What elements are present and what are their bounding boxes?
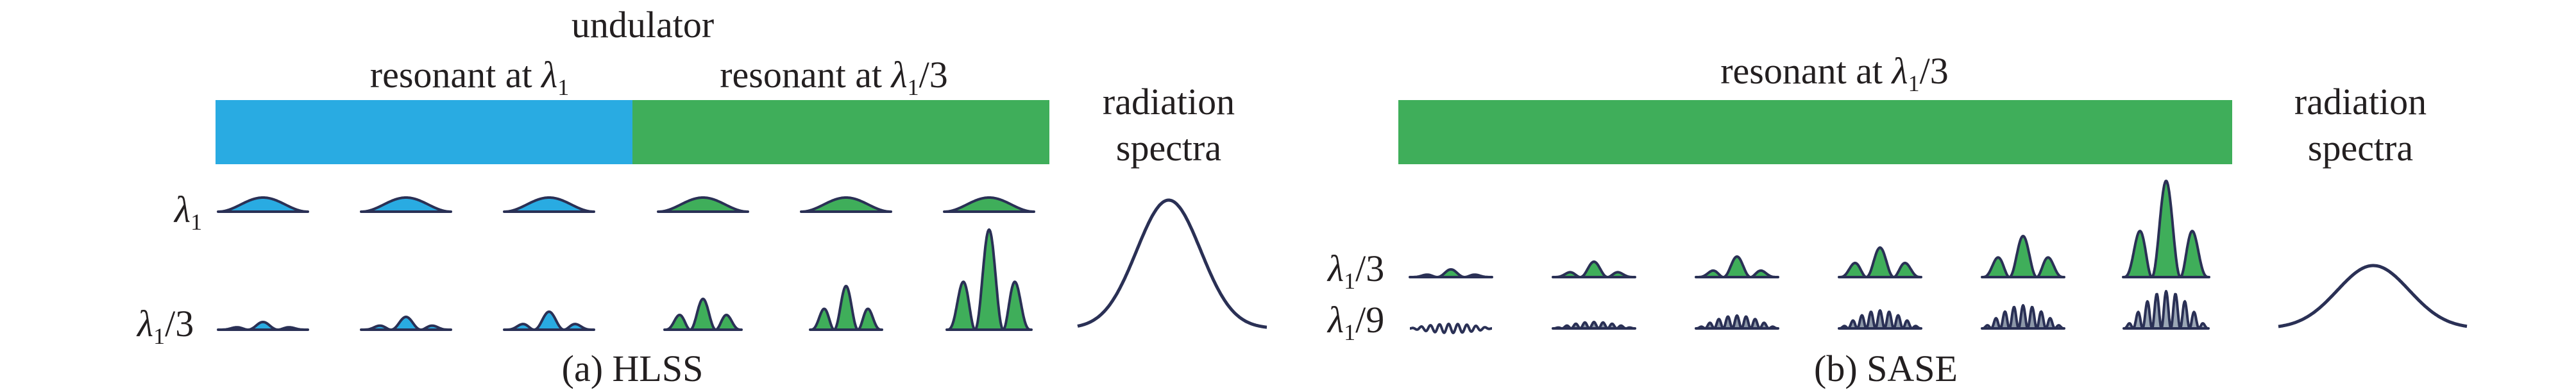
spectra-label-b-line2: spectra xyxy=(2308,127,2413,169)
pulse-b-lambda1-3-5 xyxy=(1981,235,2065,278)
pulse-b-lambda1-9-3 xyxy=(1695,314,1779,330)
pulse-a-lambda1-4 xyxy=(657,196,749,213)
pulse-a-lambda1-3-5 xyxy=(809,285,883,331)
undulator-section-green xyxy=(632,100,1049,164)
row-label-b-lambda1-3: λ1/3 xyxy=(1326,248,1384,294)
undulator-section-b-green xyxy=(1398,100,2232,164)
undulator-section-blue xyxy=(216,100,632,164)
caption-a: (a) HLSS xyxy=(562,348,704,389)
spectrum-a-curve xyxy=(1077,198,1267,329)
row-label-b-lambda1-9: λ1/9 xyxy=(1326,299,1384,345)
pulse-a-lambda1-3-3 xyxy=(503,310,595,331)
pulse-b-lambda1-3-4 xyxy=(1838,246,1922,278)
panel-a-hlss: undulator resonant at λ1 resonant at λ1/… xyxy=(136,4,1267,389)
undulator-label: undulator xyxy=(572,4,714,46)
pulse-b-lambda1-9-2 xyxy=(1552,321,1636,330)
section-2-label: resonant at λ1/3 xyxy=(720,54,948,100)
spectrum-a xyxy=(1077,198,1267,329)
pulse-a-lambda1-3-4 xyxy=(663,298,743,331)
pulse-a-lambda1-2 xyxy=(360,196,452,213)
pulse-b-lambda1-9-6 xyxy=(2123,290,2210,330)
pulse-b-lambda1-9-1 xyxy=(1410,322,1492,335)
pulses-a-third-harmonic xyxy=(217,228,1033,331)
pulse-b-lambda1-3-1 xyxy=(1409,268,1493,278)
pulses-b-ninth-harmonic xyxy=(1410,290,2210,335)
pulse-b-lambda1-9-4 xyxy=(1838,309,1922,330)
spectrum-b-curve xyxy=(2278,264,2468,328)
pulses-a-fundamental xyxy=(217,196,1035,213)
section-1-label: resonant at λ1 xyxy=(370,54,569,100)
pulse-b-lambda1-3-3 xyxy=(1695,255,1779,278)
pulse-a-lambda1-3-1 xyxy=(217,321,309,331)
pulse-a-lambda1-3 xyxy=(503,196,595,213)
pulse-a-lambda1-6 xyxy=(943,196,1035,213)
pulse-b-lambda1-9-5 xyxy=(1981,304,2065,330)
pulse-a-lambda1-3-2 xyxy=(360,316,452,331)
spectrum-b xyxy=(2278,264,2468,328)
row-label-a-lambda1: λ1 xyxy=(173,189,202,235)
panel-b-sase: resonant at λ1/3 radiation spectra λ1/3 … xyxy=(1326,50,2468,389)
row-label-a-lambda1-3: λ1/3 xyxy=(136,303,194,349)
section-b-label: resonant at λ1/3 xyxy=(1720,50,1949,96)
caption-b: (b) SASE xyxy=(1814,348,1958,389)
spectra-label-b-line1: radiation xyxy=(2294,81,2427,123)
spectra-label-a-line2: spectra xyxy=(1116,127,1221,169)
pulse-a-lambda1-3-6 xyxy=(945,228,1033,331)
pulse-a-lambda1-5 xyxy=(800,196,892,213)
pulses-b-third-harmonic xyxy=(1409,180,2210,278)
pulse-a-lambda1-1 xyxy=(217,196,309,213)
pulse-b-lambda1-3-6 xyxy=(2122,180,2210,278)
spectra-label-a-line1: radiation xyxy=(1103,81,1235,123)
pulse-b-lambda1-3-2 xyxy=(1552,260,1636,278)
